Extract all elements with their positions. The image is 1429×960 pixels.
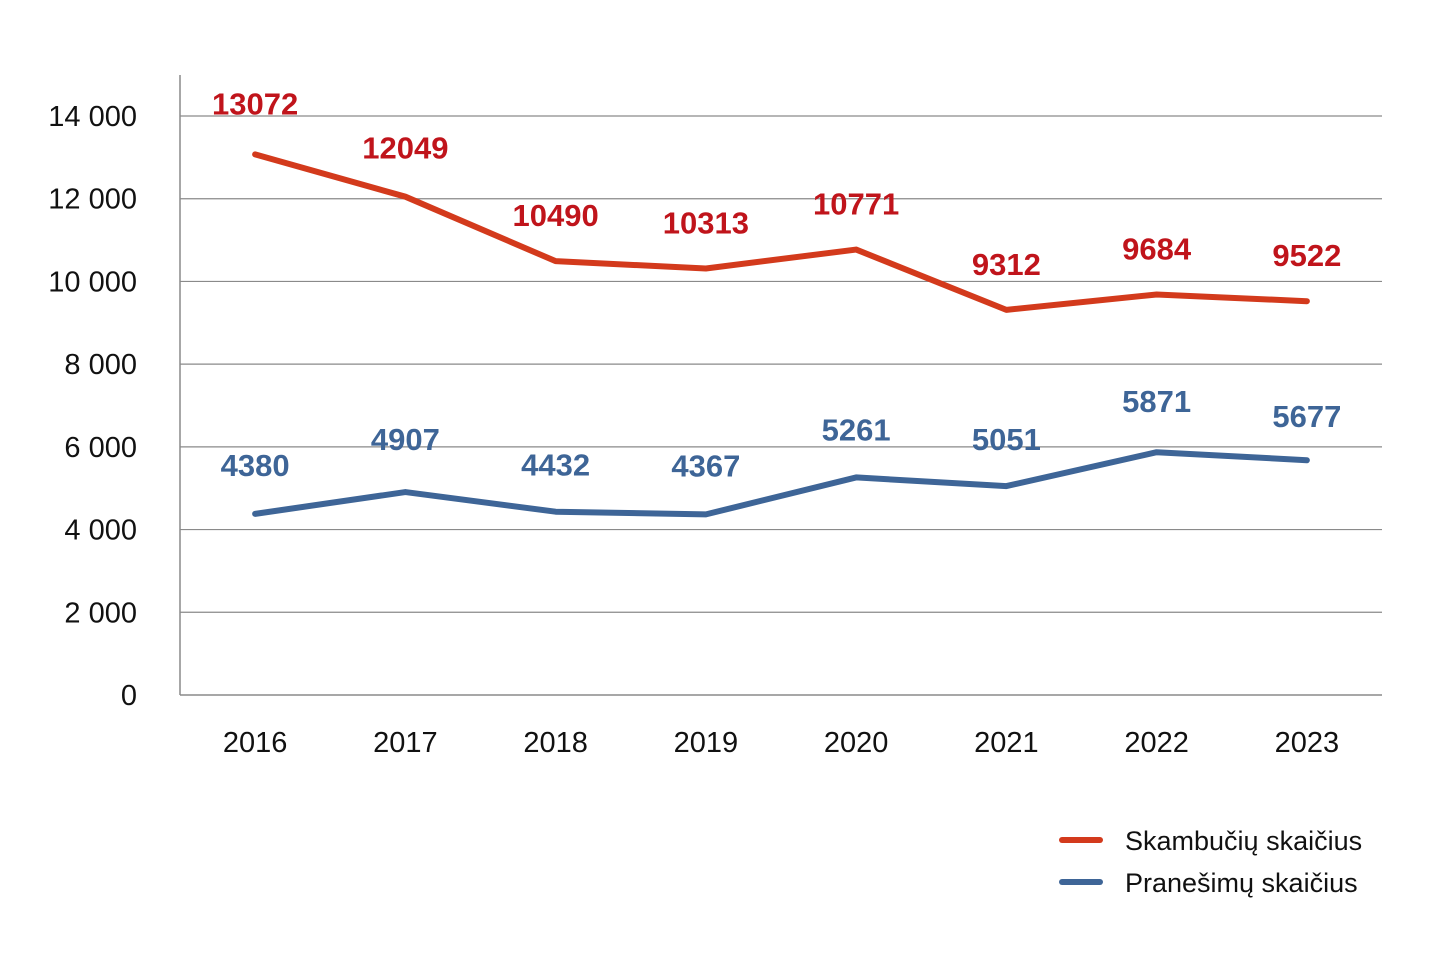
gridlines [180, 115, 1382, 613]
y-axis-tick-labels: 0 2 000 4 000 6 000 8 000 10 000 12 000 14 000 [48, 101, 137, 712]
data-label: 4367 [671, 448, 740, 483]
data-label: 9684 [1122, 231, 1192, 266]
x-tick-label: 2019 [674, 727, 739, 759]
data-label: 5677 [1272, 399, 1341, 434]
data-label: 10490 [513, 198, 599, 233]
axes [179, 75, 1382, 696]
x-tick-label: 2022 [1124, 727, 1189, 759]
x-tick-label: 2020 [824, 727, 889, 759]
legend: Skambučių skaičius Pranešimų skaičius [1059, 826, 1362, 898]
data-label: 9312 [972, 247, 1041, 282]
data-label: 12049 [362, 131, 448, 166]
data-label: 10313 [663, 205, 749, 240]
x-tick-label: 2023 [1275, 727, 1340, 759]
series-lines [252, 151, 1310, 518]
x-axis-tick-labels: 2016 2017 2018 2019 2020 2021 2022 2023 [223, 727, 1339, 759]
x-tick-label: 2016 [223, 727, 288, 759]
y-tick-label: 0 [121, 680, 137, 712]
series-line [252, 151, 1310, 313]
data-label: 10771 [813, 187, 899, 222]
y-tick-label: 12 000 [48, 184, 137, 216]
y-tick-label: 2 000 [64, 597, 137, 629]
y-tick-label: 4 000 [64, 515, 137, 547]
data-label: 4380 [221, 448, 290, 483]
data-labels: 13072 12049 10490 10313 10771 9312 9684 9522 438… [212, 86, 1341, 483]
data-label: 5871 [1122, 384, 1191, 419]
y-tick-label: 6 000 [64, 432, 137, 464]
x-tick-label: 2018 [523, 727, 588, 759]
data-label: 4907 [371, 422, 440, 457]
y-tick-label: 10 000 [48, 266, 137, 298]
x-tick-label: 2021 [974, 727, 1039, 759]
data-label: 5261 [822, 412, 891, 447]
y-tick-label: 8 000 [64, 349, 137, 381]
data-label: 13072 [212, 86, 298, 121]
legend-label: Pranešimų skaičius [1125, 868, 1358, 898]
y-tick-label: 14 000 [48, 101, 137, 133]
x-tick-label: 2017 [373, 727, 438, 759]
series-line [252, 449, 1310, 518]
data-label: 5051 [972, 422, 1041, 457]
legend-label: Skambučių skaičius [1125, 826, 1362, 856]
data-label: 4432 [521, 448, 590, 483]
data-label: 9522 [1272, 238, 1341, 273]
